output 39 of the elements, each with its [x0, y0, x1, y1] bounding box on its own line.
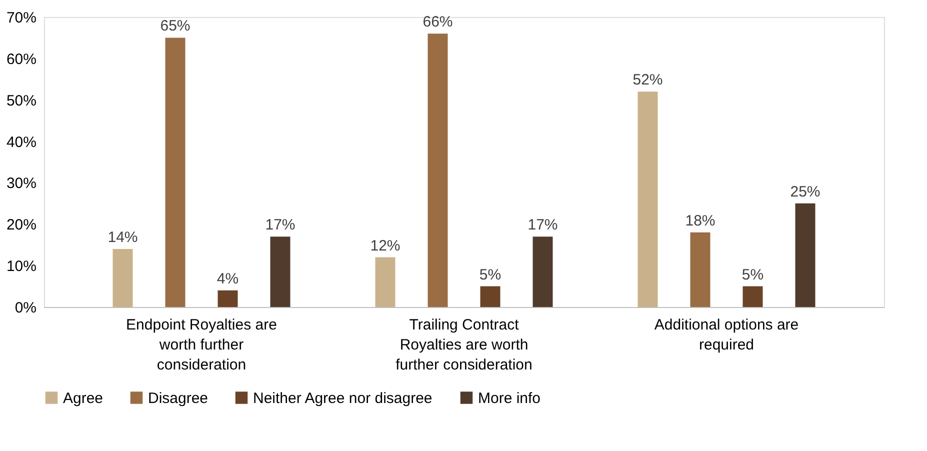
data-label: 17%: [528, 216, 558, 234]
bar: [690, 232, 710, 307]
x-tick-label: Endpoint Royalties are worth further consideration: [126, 316, 277, 374]
bar: [112, 249, 133, 307]
legend-label: Neither Agree nor disagree: [253, 390, 432, 407]
legend-label: More info: [478, 390, 541, 407]
y-tick-label: 70%: [6, 10, 36, 26]
y-tick-label: 60%: [6, 50, 36, 68]
bar: [480, 286, 500, 307]
data-label: 25%: [790, 183, 820, 200]
legend-label: Disagree: [148, 390, 208, 407]
y-tick-label: 20%: [6, 216, 36, 234]
data-label: 66%: [422, 14, 453, 31]
y-tick-label: 40%: [6, 134, 36, 151]
bar: [218, 290, 238, 307]
bar: [428, 34, 448, 307]
data-label: 14%: [108, 229, 138, 246]
bar: [742, 286, 763, 307]
data-label: 18%: [685, 212, 716, 230]
x-tick-label: Additional options are required: [654, 316, 799, 354]
data-label: 12%: [370, 237, 400, 254]
y-tick-label: 10%: [6, 258, 36, 276]
y-tick-label: 30%: [6, 175, 36, 192]
y-tick-label: 50%: [6, 92, 36, 110]
bar: [795, 203, 816, 307]
data-label: 4%: [216, 270, 239, 288]
x-tick-label: Trailing Contract Royalties are worth further consideration: [396, 316, 532, 374]
bar: [270, 236, 290, 307]
data-label: 17%: [265, 216, 296, 234]
data-label: 52%: [632, 72, 663, 89]
data-label: 5%: [479, 266, 502, 284]
bar: [165, 38, 186, 307]
data-label: 5%: [742, 266, 764, 284]
bar: [532, 236, 553, 307]
y-tick-label: 0%: [14, 300, 36, 316]
legend-label: Agree: [63, 390, 104, 407]
bar: [638, 92, 658, 307]
data-label: 65%: [160, 18, 190, 35]
bar: [375, 257, 396, 307]
